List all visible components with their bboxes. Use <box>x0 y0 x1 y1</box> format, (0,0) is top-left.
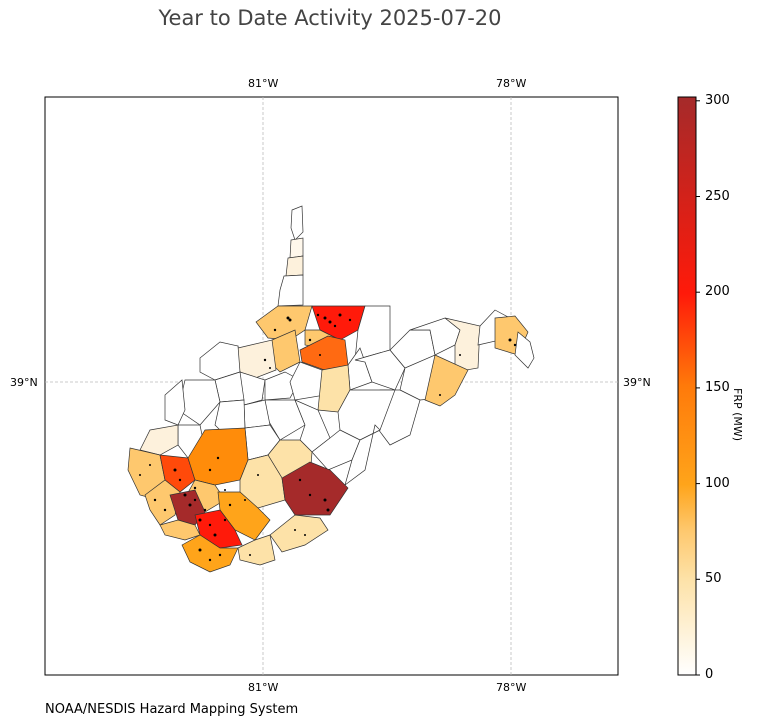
county-brooke <box>289 237 304 259</box>
lat-label-right-39n: 39°N <box>623 376 651 389</box>
county-hardy-east <box>424 354 469 407</box>
county-mingo <box>144 479 181 526</box>
county-greenbrier <box>281 461 349 516</box>
county-cabell <box>139 424 179 456</box>
county-monongalia <box>311 305 366 341</box>
lon-label-top-81w: 81°W <box>248 77 279 90</box>
county-calhoun <box>243 399 271 429</box>
county-monroe <box>269 514 329 553</box>
county-lewis <box>289 361 326 401</box>
colorbar-tick-300: 300 <box>705 93 730 108</box>
colorbar-gradient <box>677 96 697 676</box>
county-hancock <box>290 205 304 241</box>
map-title: Year to Date Activity 2025-07-20 <box>158 6 502 30</box>
county-ohio <box>285 255 304 277</box>
footer-credit: NOAA/NESDIS Hazard Mapping System <box>45 702 299 717</box>
county-mason <box>164 379 186 426</box>
colorbar-tick-250: 250 <box>705 189 730 204</box>
colorbar <box>677 96 700 676</box>
colorbar-tick-0: 0 <box>705 667 714 682</box>
fire-points <box>139 313 517 562</box>
lon-label-top-78w: 78°W <box>496 77 527 90</box>
colorbar-tick-100: 100 <box>705 476 730 491</box>
lat-label-left-39n: 39°N <box>10 376 38 389</box>
county-jefferson <box>514 331 535 369</box>
colorbar-tick-200: 200 <box>705 284 730 299</box>
colorbar-tick-50: 50 <box>705 571 722 586</box>
lon-label-bottom-78w: 78°W <box>496 681 527 694</box>
county-mercer <box>181 534 239 573</box>
county-summers <box>237 534 276 566</box>
county-marshall <box>277 274 304 307</box>
colorbar-label: FRP (MW) <box>731 388 744 442</box>
counties <box>127 205 535 573</box>
colorbar-tick-150: 150 <box>705 380 730 395</box>
lon-label-bottom-81w: 81°W <box>248 681 279 694</box>
